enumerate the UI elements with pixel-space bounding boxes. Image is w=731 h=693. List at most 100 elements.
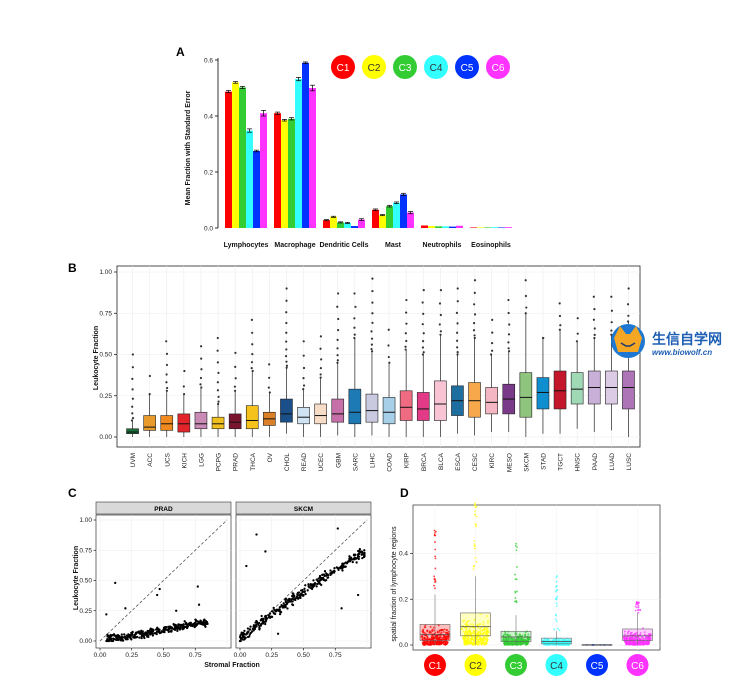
- panel-a-bar-lymphocytes-c5: [253, 151, 260, 228]
- panel-d-point: [527, 633, 530, 636]
- panel-d-label: D: [400, 486, 409, 500]
- panel-d-point: [465, 640, 468, 642]
- panel-d-point: [554, 613, 557, 616]
- panel-d-point: [473, 544, 476, 547]
- panel-b-outlier-point: [336, 347, 339, 350]
- panel-d-point: [639, 634, 641, 636]
- watermark-url: www.biowolf.cn: [652, 348, 712, 357]
- panel-c-x-tick-label: 0.00: [234, 652, 247, 659]
- panel-c-point: [242, 638, 246, 641]
- panel-d-point: [556, 575, 559, 577]
- panel-b-outlier-point: [524, 312, 527, 315]
- panel-d-point: [474, 502, 477, 505]
- panel-c-point: [131, 633, 134, 636]
- panel-b-box-kich: [177, 413, 191, 433]
- panel-d-point: [647, 637, 650, 640]
- panel-c-point: [114, 581, 117, 585]
- panel-d-point: [477, 636, 480, 639]
- panel-d-category-label: C6: [631, 661, 644, 672]
- panel-b-category-label: BRCA: [421, 452, 428, 471]
- panel-b-box-ucec: [314, 403, 327, 425]
- panel-d-point: [486, 629, 489, 632]
- panel-c-point: [157, 630, 160, 633]
- panel-d-point: [485, 630, 488, 633]
- panel-b-outlier-point: [353, 333, 356, 336]
- panel-d-point: [446, 628, 449, 631]
- panel-b-outlier-point: [217, 402, 220, 406]
- panel-c-point: [343, 565, 347, 568]
- panel-c-point: [183, 620, 186, 623]
- panel-b-box-hnsc: [570, 372, 584, 405]
- panel-b-category-label: HNSC: [575, 453, 582, 472]
- panel-c-point: [353, 558, 356, 561]
- panel-c-point: [257, 623, 260, 626]
- panel-d-category-swatch-c1: [424, 654, 446, 676]
- panel-b-outlier-point: [285, 321, 288, 325]
- panel-d-point: [555, 580, 558, 583]
- panel-c-point: [363, 554, 366, 557]
- panel-c-point: [177, 623, 180, 626]
- panel-c-point: [151, 634, 155, 637]
- panel-d-category-swatch-c3: [505, 654, 527, 676]
- panel-d-point: [443, 628, 446, 631]
- panel-d-point: [635, 603, 638, 606]
- panel-d-point: [635, 638, 638, 641]
- panel-c-point: [303, 590, 306, 593]
- panel-d-point: [426, 641, 429, 644]
- panel-c-point: [303, 587, 306, 590]
- panel-d-category-label: C5: [591, 661, 604, 672]
- panel-c-point: [360, 553, 363, 556]
- panel-c-point: [261, 622, 265, 625]
- panel-d-point: [478, 641, 481, 643]
- panel-c-point: [110, 637, 113, 641]
- panel-d-point: [426, 629, 429, 632]
- panel-d-point: [465, 628, 468, 631]
- panel-b-outlier-point: [558, 314, 562, 318]
- panel-d-point: [481, 629, 484, 632]
- panel-d-point: [563, 639, 565, 642]
- panel-d-point: [556, 595, 559, 598]
- panel-b-category-label: UCS: [164, 452, 171, 466]
- panel-a-bar-eosinophils-c4: [491, 227, 498, 228]
- watermark-title: 生信自学网: [652, 331, 722, 347]
- panel-b-outlier-point: [387, 344, 390, 347]
- panel-b-category-label: LUSC: [626, 453, 633, 471]
- panel-c-point: [163, 625, 167, 629]
- panel-a-bar-chart: A Mean Fraction with Standard Error 0.00…: [176, 45, 520, 249]
- panel-c-point: [106, 633, 109, 636]
- panel-d-point: [644, 643, 647, 646]
- panel-b-outlier-point: [456, 331, 459, 334]
- panel-a-legend-swatch-c2: [362, 55, 386, 79]
- panel-c-y-tick-label: 0.00: [79, 638, 92, 645]
- panel-d-point: [473, 539, 476, 542]
- panel-b-outlier-point: [285, 348, 288, 351]
- panel-b-outlier-point: [130, 419, 134, 422]
- panel-c-y-axis-label: Leukocyte Fraction: [73, 546, 80, 610]
- panel-d-point: [434, 637, 437, 639]
- panel-c-point: [357, 555, 361, 558]
- panel-c-point: [197, 603, 201, 606]
- panel-b-box-blca: [434, 380, 447, 421]
- panel-c-point: [123, 633, 126, 636]
- panel-c-point: [238, 639, 242, 643]
- panel-c-x-tick-label: 0.25: [125, 652, 138, 659]
- panel-b-box-thca: [245, 405, 259, 430]
- panel-d-point: [421, 636, 424, 639]
- panel-c-point: [143, 636, 146, 640]
- panel-b-outlier-point: [285, 311, 288, 314]
- panel-b-outlier-point: [456, 351, 459, 354]
- panel-d-point: [436, 641, 438, 643]
- panel-c-x-axis-label: Stromal Fraction: [204, 662, 260, 669]
- panel-b-outlier-point: [131, 397, 134, 400]
- panel-a-y-tick-label: 0.6: [204, 58, 213, 65]
- panel-d-point: [511, 639, 514, 642]
- panel-a-bar-macrophage-c5: [302, 62, 309, 228]
- panel-b-outlier-point: [320, 358, 323, 361]
- panel-d-point: [514, 597, 517, 599]
- panel-c-point: [339, 565, 343, 568]
- panel-b-outlier-point: [456, 346, 459, 349]
- panel-d-point: [637, 606, 640, 609]
- panel-a-legend-swatch-c6: [486, 55, 510, 79]
- panel-c-point: [252, 624, 256, 627]
- panel-d-point: [480, 637, 483, 640]
